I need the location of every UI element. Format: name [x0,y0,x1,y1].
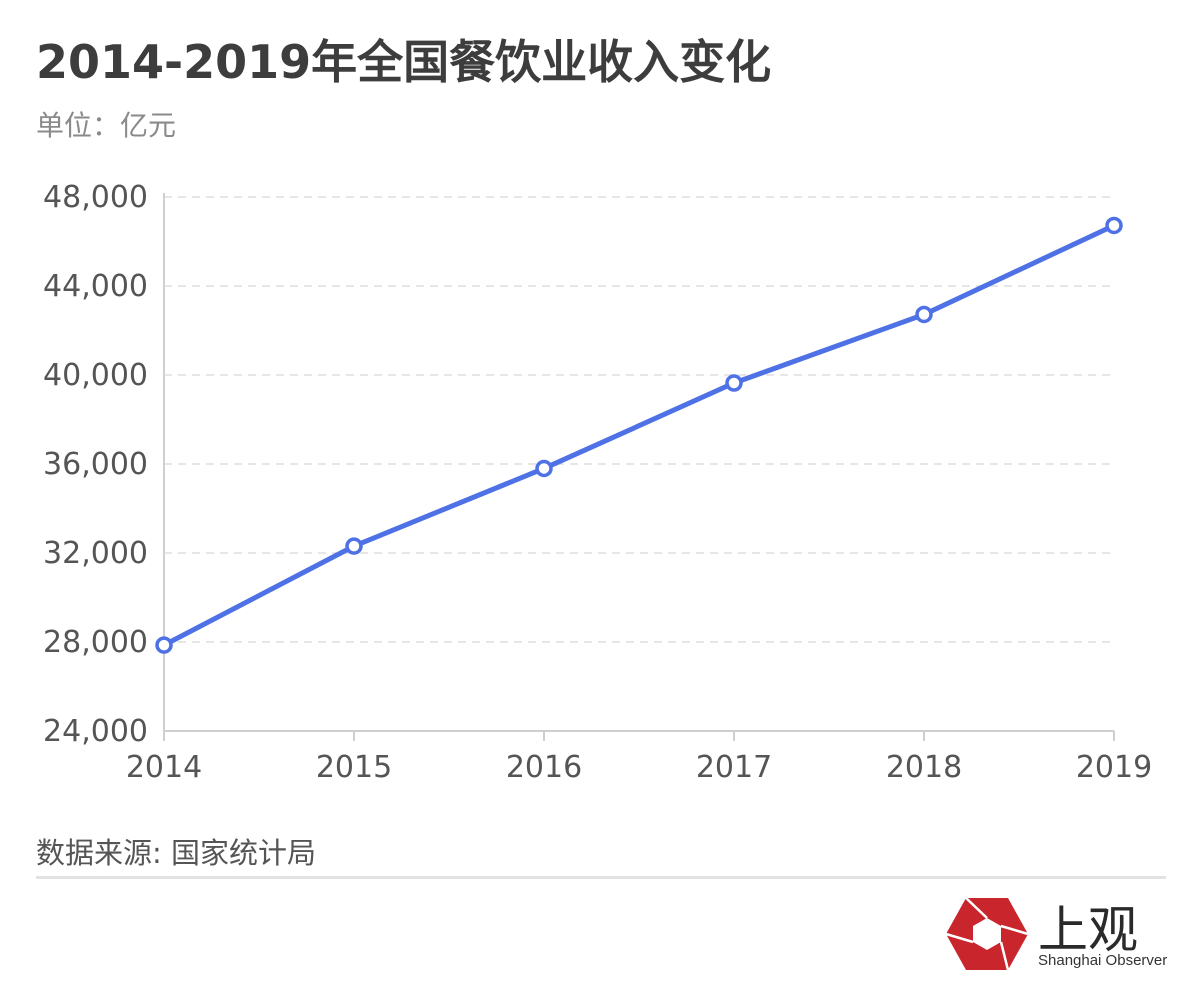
y-tick-label: 40,000 [43,358,148,393]
data-point-2019 [1105,216,1123,235]
data-point-2015 [345,537,363,555]
shanghai-observer-logo-icon [945,897,1029,971]
grid-lines [164,196,1114,643]
logo-english-name: Shanghai Observer [1038,952,1168,969]
chart-unit: 单位：亿元 [36,109,177,142]
x-tick-label: 2015 [316,750,392,785]
publisher-logo: 上观 Shanghai Observer [944,896,1168,976]
y-tick-label: 44,000 [43,269,148,304]
x-tick-labels: 2014 2015 2016 2017 2018 2019 [126,750,1152,785]
axes [163,193,1115,741]
y-tick-labels: 24,000 28,000 32,000 36,000 40,000 44,000 48,0… [43,180,148,749]
footer-divider [36,876,1166,879]
x-tick-label: 2016 [506,750,582,785]
data-point-2014 [155,636,173,654]
y-tick-label: 24,000 [43,714,148,749]
series [155,216,1123,654]
y-tick-label: 32,000 [43,536,148,571]
x-tick-label: 2014 [126,750,202,785]
data-point-2017 [725,374,743,392]
y-tick-label: 36,000 [43,447,148,482]
x-tick-label: 2019 [1076,750,1152,785]
y-tick-label: 28,000 [43,625,148,660]
logo-chinese-name: 上观 [1038,901,1138,959]
y-tick-label: 48,000 [43,180,148,215]
x-tick-label: 2017 [696,750,772,785]
data-point-2016 [535,459,553,478]
data-point-2018 [915,305,933,324]
series-line [161,222,1117,648]
chart-title: 2014-2019年全国餐饮业收入变化 [36,35,772,89]
data-source: 数据来源: 国家统计局 [36,836,316,870]
x-tick-label: 2018 [886,750,962,785]
